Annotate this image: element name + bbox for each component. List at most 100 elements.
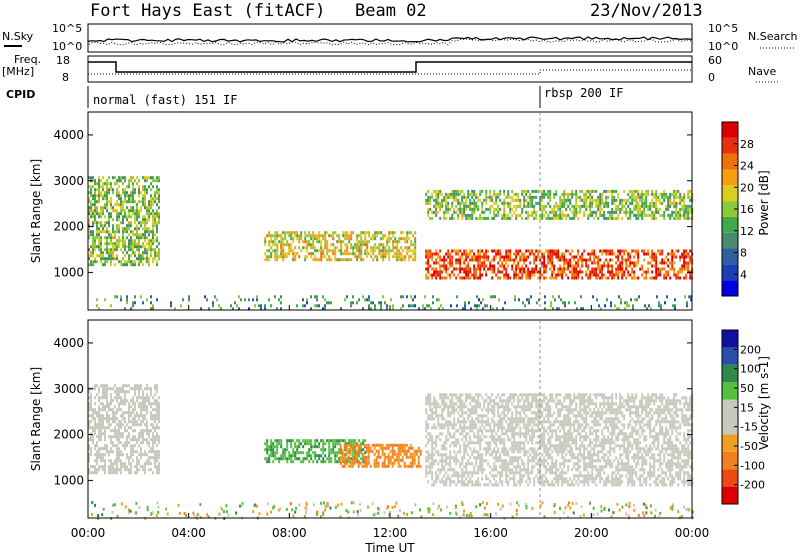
power-cell xyxy=(643,198,646,202)
velocity-cell xyxy=(451,426,454,430)
power-cell xyxy=(144,203,146,207)
velocity-cell xyxy=(88,456,90,460)
power-cell xyxy=(485,264,488,268)
velocity-cell xyxy=(449,465,452,469)
power-cell xyxy=(589,252,592,256)
velocity-cell xyxy=(481,396,484,400)
power-cell xyxy=(94,182,96,186)
velocity-cell xyxy=(112,462,114,466)
velocity-cell xyxy=(443,441,446,445)
velocity-cell xyxy=(106,396,108,400)
velocity-cell xyxy=(457,450,460,454)
power-cell xyxy=(467,267,470,271)
power-cell xyxy=(589,192,592,196)
power-cell xyxy=(312,234,315,238)
power-cell xyxy=(645,213,648,217)
velocity-cell xyxy=(292,451,295,455)
power-cell xyxy=(553,210,556,214)
power-cell xyxy=(128,254,130,258)
power-cell xyxy=(493,192,496,196)
power-cell xyxy=(372,249,375,253)
power-cell xyxy=(400,295,402,299)
velocity-cell xyxy=(449,435,452,439)
velocity-cell xyxy=(405,464,408,468)
power-cell xyxy=(511,207,514,211)
velocity-cell xyxy=(349,446,352,450)
power-cell xyxy=(465,258,468,262)
velocity-cell xyxy=(457,459,460,463)
power-cell xyxy=(517,198,520,202)
power-cell xyxy=(637,252,640,256)
velocity-cell xyxy=(300,442,303,446)
power-cell xyxy=(463,267,466,271)
power-cell xyxy=(316,298,318,302)
power-cell xyxy=(453,273,456,277)
power-cell xyxy=(689,276,692,280)
velocity-cell xyxy=(453,426,456,430)
power-cell xyxy=(437,210,440,214)
power-cell xyxy=(483,258,486,262)
power-cell xyxy=(330,258,333,262)
velocity-cell xyxy=(465,396,468,400)
velocity-cell xyxy=(429,432,432,436)
power-cell xyxy=(479,249,482,253)
velocity-cell xyxy=(459,393,462,397)
velocity-cell xyxy=(375,443,378,447)
velocity-cell xyxy=(126,390,128,394)
power-cell xyxy=(128,260,130,264)
power-cell xyxy=(633,276,636,280)
power-cell xyxy=(587,273,590,277)
power-cell xyxy=(552,307,554,311)
power-cell xyxy=(140,245,142,249)
power-cell xyxy=(687,264,690,268)
velocity-cell xyxy=(451,402,454,406)
power-cell xyxy=(581,189,584,193)
power-cell xyxy=(669,201,672,205)
velocity-cell xyxy=(124,396,126,400)
power-cell xyxy=(537,252,540,256)
power-cell xyxy=(459,204,462,208)
power-cell xyxy=(611,198,614,202)
velocity-cell xyxy=(142,402,144,406)
velocity-cell xyxy=(284,448,287,452)
power-cell xyxy=(587,258,590,262)
velocity-cell xyxy=(96,435,98,439)
power-cell xyxy=(521,267,524,271)
velocity-cell xyxy=(497,423,500,427)
power-cell xyxy=(471,273,474,277)
power-cell xyxy=(102,212,104,216)
power-cell xyxy=(316,237,319,241)
power-cell xyxy=(138,185,140,189)
velocity-cell xyxy=(483,426,486,430)
power-cell xyxy=(412,249,415,253)
power-cell xyxy=(465,213,468,217)
power-cell xyxy=(493,264,496,268)
power-cell xyxy=(606,298,608,302)
power-cell xyxy=(559,204,562,208)
power-cell xyxy=(272,243,275,247)
velocity-cell xyxy=(136,423,138,427)
power-cell xyxy=(128,233,130,237)
velocity-cell xyxy=(92,438,94,442)
power-cell xyxy=(473,204,476,208)
velocity-cell xyxy=(485,450,488,454)
velocity-cell xyxy=(346,442,349,446)
power-cell xyxy=(92,185,94,189)
velocity-cell xyxy=(108,450,110,454)
velocity-cell xyxy=(110,441,112,445)
power-cell xyxy=(687,261,690,265)
velocity-cell xyxy=(355,443,358,447)
velocity-cell xyxy=(383,452,386,456)
power-cell xyxy=(681,198,684,202)
power-cell xyxy=(685,261,688,265)
velocity-cell xyxy=(140,453,142,457)
power-cell xyxy=(136,206,138,210)
power-cell xyxy=(533,189,536,193)
velocity-cell xyxy=(433,441,436,445)
power-cell xyxy=(350,246,353,250)
power-cell xyxy=(673,261,676,265)
velocity-cell xyxy=(116,399,118,403)
velocity-cell xyxy=(463,405,466,409)
power-cell xyxy=(116,239,118,243)
velocity-cell xyxy=(124,417,126,421)
